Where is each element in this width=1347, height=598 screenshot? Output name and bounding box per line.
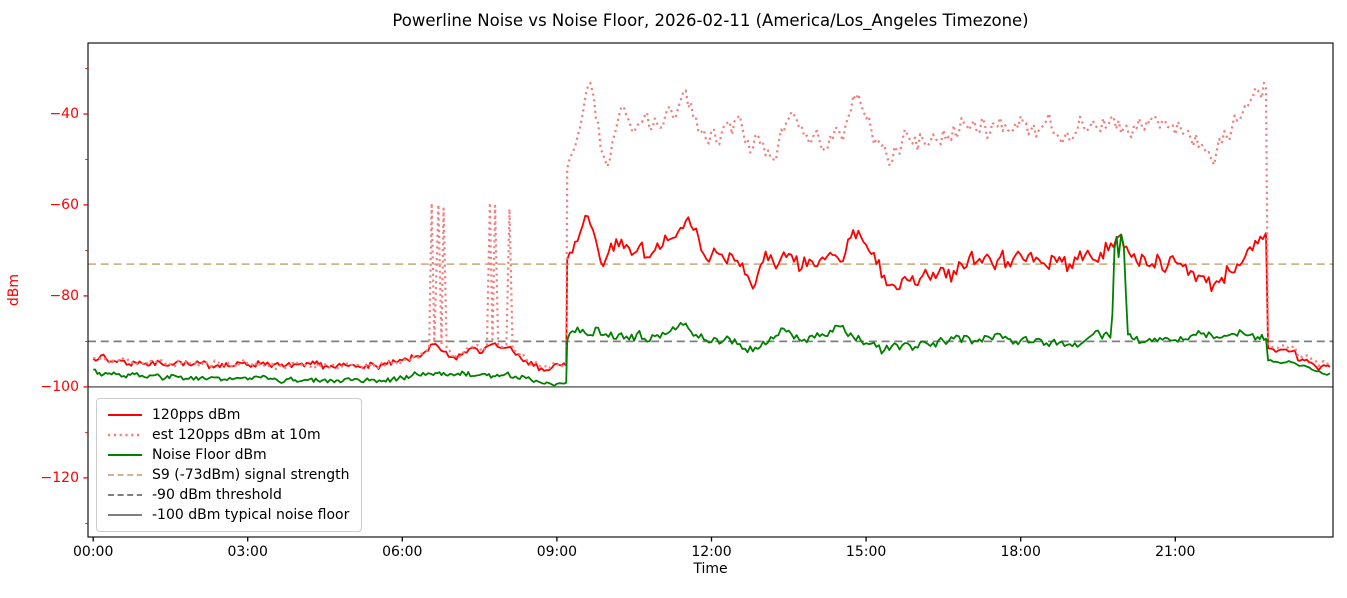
legend-line-sample xyxy=(108,433,142,437)
y-tick-label: −60 xyxy=(49,197,79,213)
series-est-120pps-dbm-at-10m xyxy=(93,81,1331,371)
y-tick-label: −80 xyxy=(49,288,79,304)
legend-line-sample xyxy=(108,493,142,497)
legend-item: -100 dBm typical noise floor xyxy=(107,505,349,525)
legend-item-label: S9 (-73dBm) signal strength xyxy=(152,467,350,483)
legend-item-label: Noise Floor dBm xyxy=(152,447,267,463)
legend: 120pps dBm est 120pps dBm at 10m Noise Flo… xyxy=(96,398,363,532)
legend-line-sample xyxy=(108,473,142,477)
y-axis-label: dBm xyxy=(6,273,22,307)
plot-spines xyxy=(87,42,1334,538)
legend-item: est 120pps dBm at 10m xyxy=(107,425,349,445)
legend-line-sample xyxy=(108,453,142,457)
legend-item: -90 dBm threshold xyxy=(107,485,349,505)
legend-item: S9 (-73dBm) signal strength xyxy=(107,465,349,485)
y-tick-label: −40 xyxy=(49,106,79,122)
legend-item-label: -90 dBm threshold xyxy=(152,487,282,503)
x-tick-label: 15:00 xyxy=(846,544,886,560)
x-tick-label: 12:00 xyxy=(691,544,731,560)
x-tick-label: 21:00 xyxy=(1155,544,1195,560)
y-tick-label: −120 xyxy=(41,470,79,486)
legend-item-label: 120pps dBm xyxy=(152,407,241,423)
legend-item-label: est 120pps dBm at 10m xyxy=(152,427,321,443)
x-tick-label: 03:00 xyxy=(228,544,268,560)
legend-item-label: -100 dBm typical noise floor xyxy=(152,507,350,523)
y-tick-label: −100 xyxy=(41,379,79,395)
legend-line-sample xyxy=(108,513,142,517)
legend-item: 120pps dBm xyxy=(107,405,349,425)
x-axis-label: Time xyxy=(693,561,728,577)
x-tick-label: 18:00 xyxy=(1001,544,1041,560)
x-tick-label: 06:00 xyxy=(382,544,422,560)
legend-item: Noise Floor dBm xyxy=(107,445,349,465)
x-tick-label: 09:00 xyxy=(537,544,577,560)
chart-title: Powerline Noise vs Noise Floor, 2026-02-… xyxy=(392,11,1029,30)
legend-line-sample xyxy=(108,413,142,417)
series-noise-floor-dbm xyxy=(93,233,1331,387)
x-tick-label: 00:00 xyxy=(73,544,113,560)
series-120pps-dbm xyxy=(92,214,1331,372)
